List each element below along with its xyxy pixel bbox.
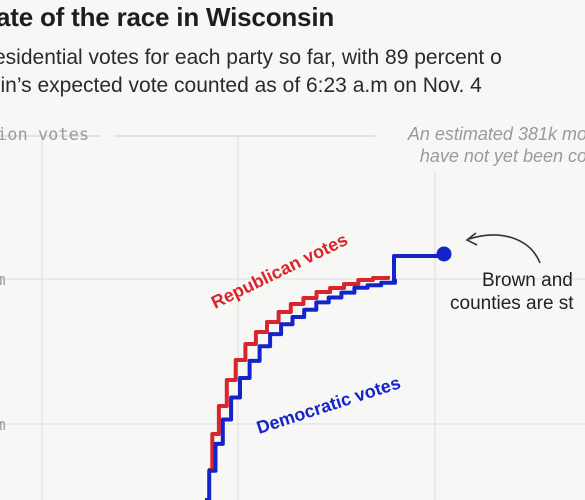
y-tick-label-upper: m bbox=[0, 270, 6, 289]
chart-subtitle-line-1: esidential votes for each party so far, … bbox=[0, 46, 502, 69]
y-axis-label: ion votes bbox=[0, 125, 90, 145]
y-tick-label-lower: m bbox=[0, 415, 6, 434]
democratic-endpoint-marker bbox=[436, 246, 452, 262]
republican-line bbox=[208, 276, 390, 472]
democratic-line bbox=[205, 254, 438, 500]
chart-title: ate of the race in Wisconsin bbox=[0, 2, 335, 32]
note-line-2: have not yet been co bbox=[419, 146, 585, 166]
chart-subtitle-line-2: sin’s expected vote counted as of 6:23 a… bbox=[0, 74, 482, 97]
annotation-line-2: counties are st bbox=[450, 293, 574, 314]
annotation-line-1: Brown and bbox=[482, 270, 573, 291]
democratic-series-label: Democratic votes bbox=[254, 372, 403, 437]
annotation-arrowhead bbox=[465, 232, 478, 246]
annotation-arrow bbox=[468, 234, 541, 264]
note-line-1: An estimated 381k mo bbox=[407, 124, 585, 144]
